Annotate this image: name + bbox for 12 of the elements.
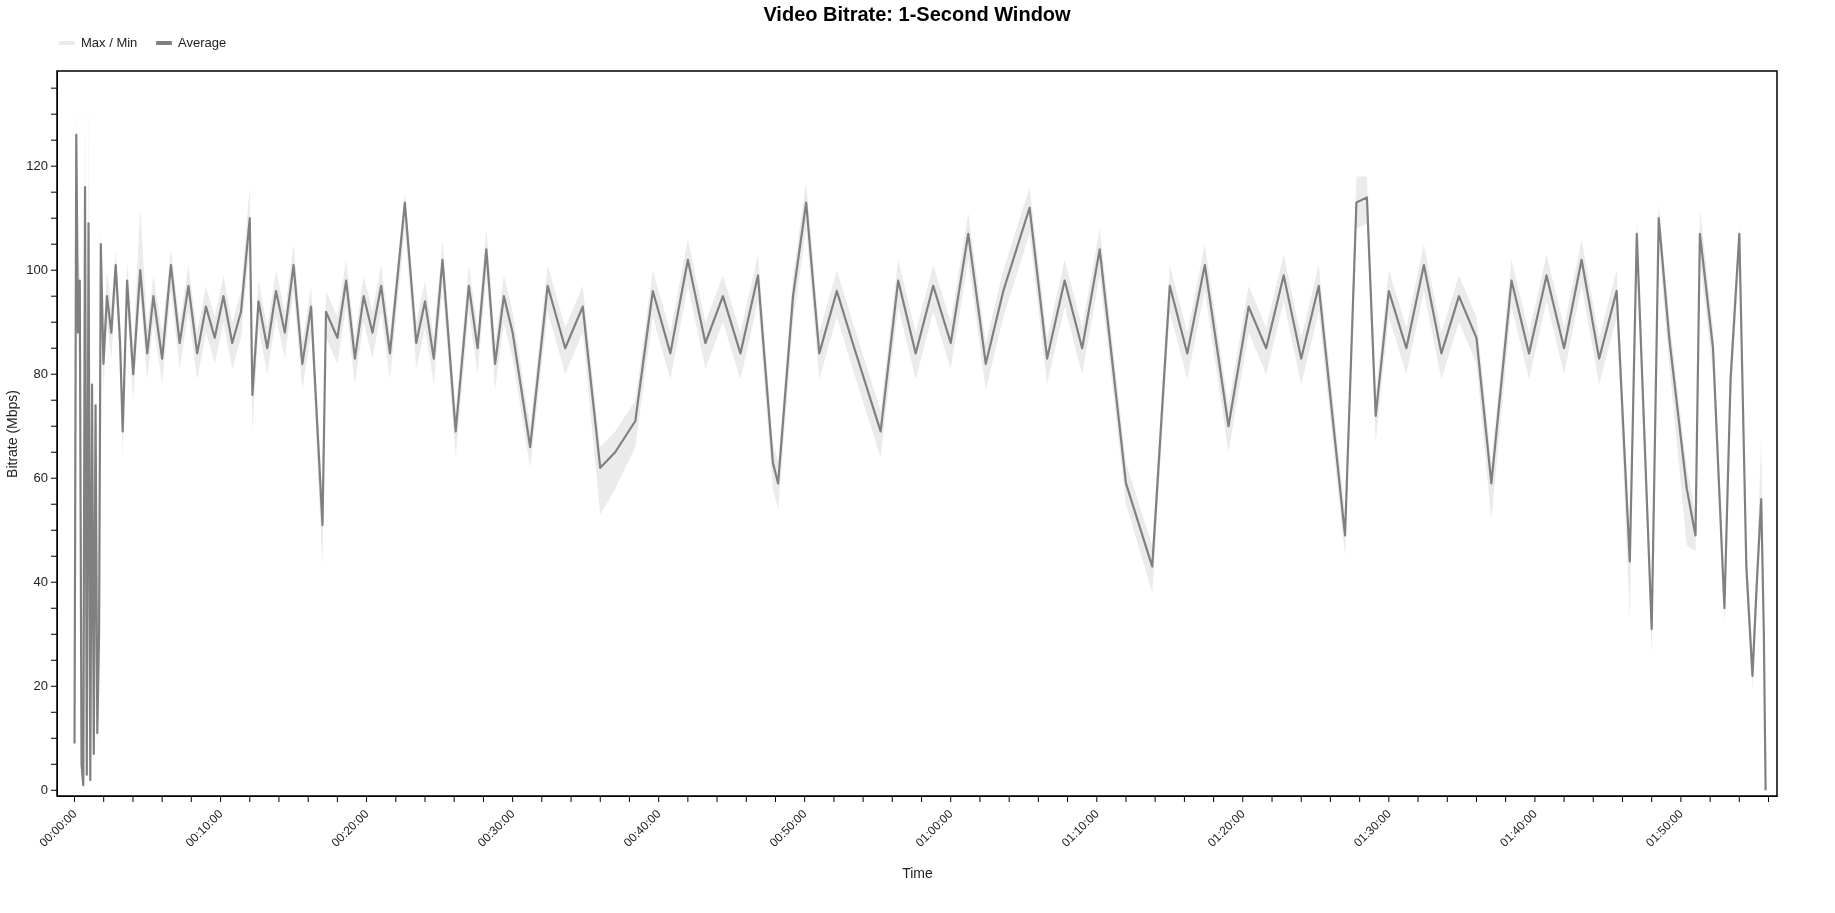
y-tick-label: 40	[33, 574, 48, 590]
x-axis-title: Time	[902, 864, 934, 881]
y-axis-title: Bitrate (Mbps)	[3, 390, 20, 478]
chart-title: Video Bitrate: 1-Second Window	[763, 3, 1072, 25]
y-tick-label: 80	[33, 366, 48, 382]
y-tick-label: 60	[33, 470, 48, 486]
y-tick-label: 100	[26, 262, 48, 278]
y-tick-label: 0	[40, 782, 48, 798]
text: Max / Min	[81, 35, 138, 50]
legend-label: Average	[178, 35, 227, 50]
y-tick-label: 20	[33, 678, 48, 694]
y-tick-label: 120	[26, 158, 48, 174]
